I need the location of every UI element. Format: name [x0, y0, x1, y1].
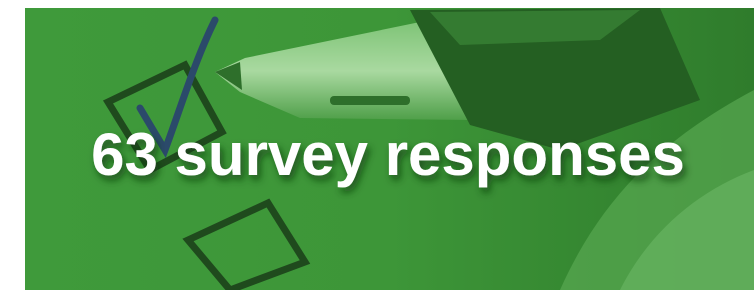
banner: 63 survey responses [0, 0, 754, 290]
headline: 63 survey responses [91, 121, 685, 188]
